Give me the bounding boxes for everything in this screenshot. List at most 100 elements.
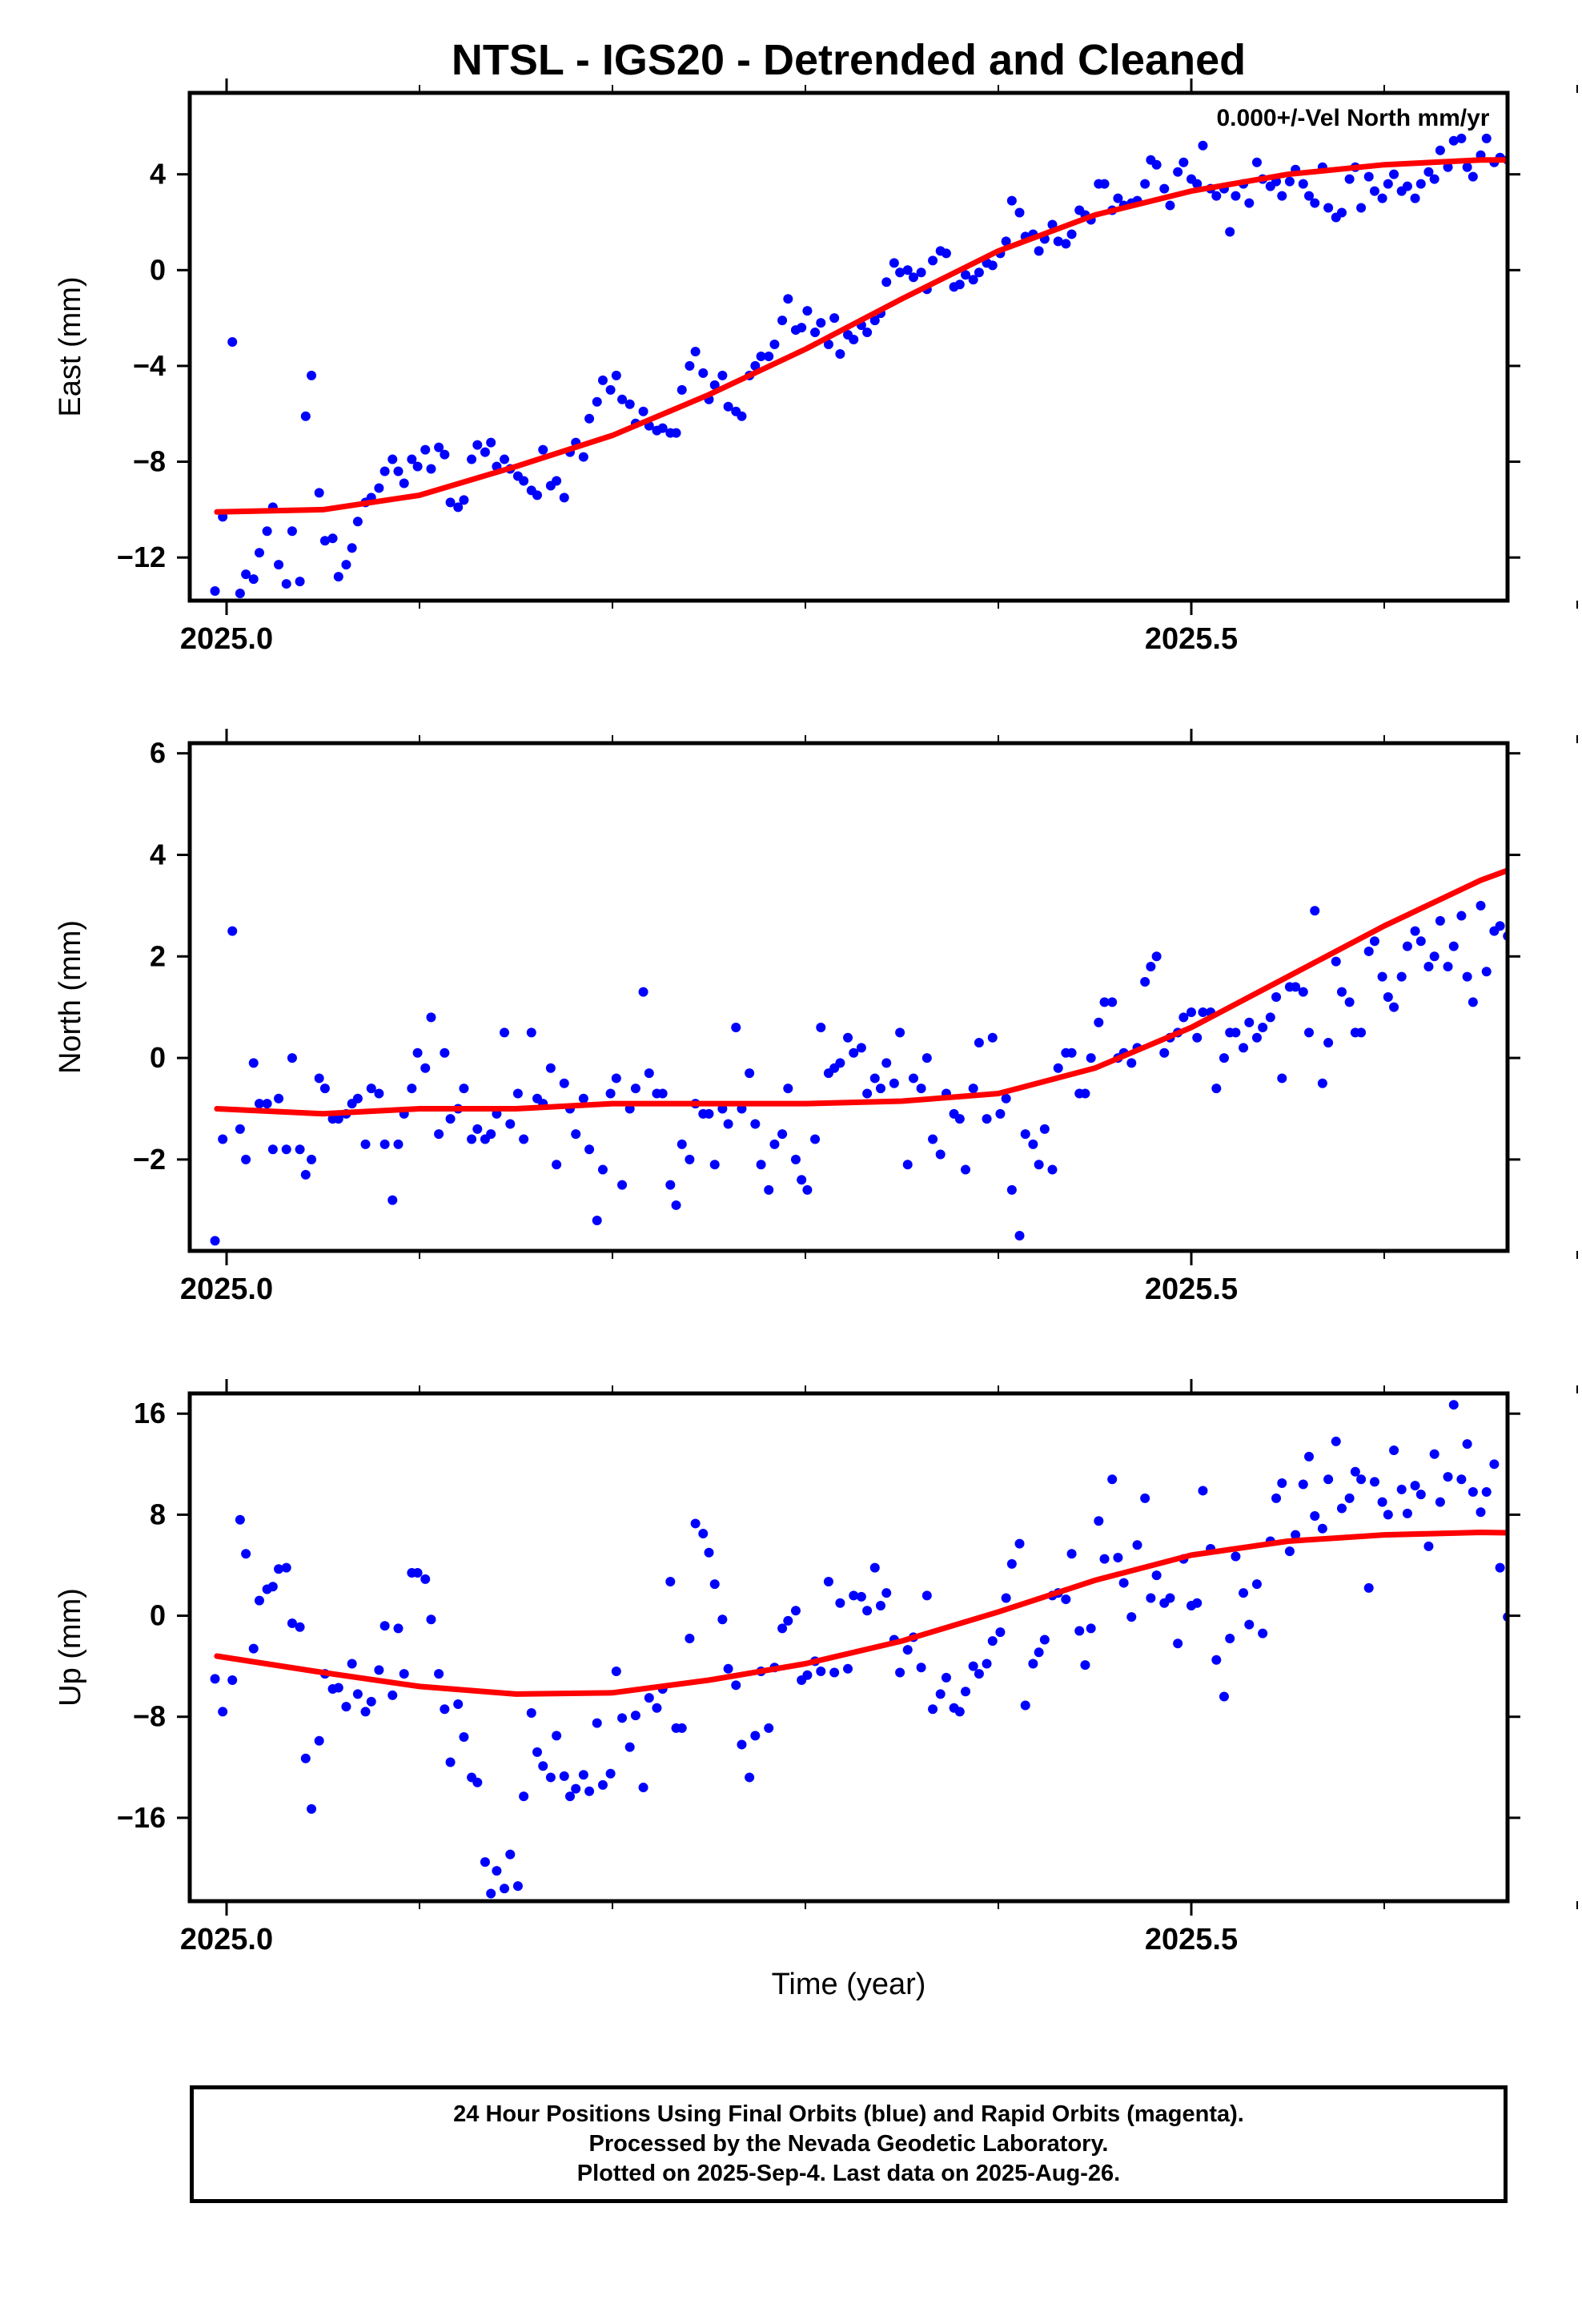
north-final-point — [974, 1038, 984, 1048]
up-final-point — [1239, 1588, 1249, 1598]
north-final-point — [677, 1139, 687, 1149]
up-final-point — [486, 1888, 496, 1899]
east-final-point — [1456, 133, 1467, 143]
up-final-point — [227, 1675, 238, 1686]
up-final-point — [597, 1779, 608, 1790]
north-final-point — [1006, 1184, 1017, 1195]
north-final-point — [1186, 1007, 1196, 1018]
north-final-point — [592, 1215, 602, 1225]
up-final-point — [492, 1866, 502, 1876]
east-final-point — [881, 277, 892, 287]
up-final-point — [426, 1614, 436, 1625]
east-final-point — [750, 360, 761, 371]
up-final-point — [995, 1627, 1006, 1638]
up-final-point — [1448, 1400, 1459, 1410]
up-data — [210, 1400, 1571, 1899]
north-final-point — [440, 1047, 450, 1058]
up-final-point — [352, 1689, 363, 1699]
north-final-point — [307, 1154, 317, 1164]
up-final-point — [1192, 1598, 1203, 1608]
north-final-point — [295, 1144, 305, 1155]
up-final-point — [1402, 1508, 1412, 1518]
east-final-point — [862, 328, 873, 338]
up-final-point — [1066, 1549, 1077, 1559]
up-final-point — [685, 1633, 695, 1643]
up-final-point — [665, 1576, 676, 1586]
up-final-point — [295, 1622, 305, 1632]
up-final-point — [704, 1547, 714, 1558]
up-final-point — [617, 1713, 628, 1723]
east-final-point — [823, 340, 833, 350]
north-final-point — [1146, 961, 1156, 971]
up-final-point — [1094, 1516, 1104, 1526]
east-final-point — [829, 313, 840, 324]
north-final-point — [1231, 1027, 1241, 1038]
up-final-point — [480, 1857, 490, 1868]
east-final-point — [210, 586, 220, 597]
north-final-point — [1211, 1084, 1222, 1094]
up-final-point — [314, 1735, 324, 1746]
north-final-point — [1396, 971, 1407, 982]
north-final-point — [685, 1154, 695, 1164]
up-final-point — [1014, 1538, 1025, 1549]
north-final-point — [1094, 1017, 1104, 1027]
up-final-point — [987, 1636, 998, 1647]
east-final-point — [597, 375, 608, 385]
north-final-point — [908, 1073, 918, 1084]
up-final-point — [638, 1783, 648, 1793]
up-final-point — [968, 1661, 978, 1671]
north-final-point — [1336, 987, 1347, 997]
east-final-point — [1561, 153, 1571, 163]
east-final-point — [1034, 246, 1044, 256]
up-final-point — [512, 1881, 523, 1892]
north-final-point — [218, 1134, 228, 1144]
up-final-point — [1298, 1479, 1308, 1490]
up-final-point — [823, 1576, 833, 1586]
up-y-axis-label: Up (mm) — [54, 1588, 87, 1707]
east-ytick-label: −12 — [117, 541, 166, 573]
east-final-point — [235, 589, 245, 599]
up-final-point — [459, 1731, 469, 1742]
up-final-point — [218, 1707, 228, 1717]
east-final-point — [1462, 162, 1472, 172]
up-final-point — [1410, 1481, 1420, 1491]
east-final-point — [578, 452, 588, 462]
up-final-point — [532, 1747, 543, 1757]
north-final-point — [597, 1164, 608, 1175]
north-ytick-label: 2 — [150, 939, 166, 972]
up-final-point — [341, 1702, 351, 1712]
east-final-point — [1423, 167, 1434, 177]
east-final-point — [486, 437, 496, 448]
up-final-point — [1429, 1449, 1439, 1459]
east-final-point — [352, 517, 363, 527]
east-final-point — [1574, 151, 1582, 160]
north-final-point — [1258, 1023, 1268, 1033]
east-final-point — [1336, 207, 1347, 218]
up-final-point — [307, 1803, 317, 1814]
east-final-point — [1113, 193, 1123, 203]
north-final-point — [1462, 971, 1472, 982]
north-final-point — [467, 1134, 477, 1144]
east-final-point — [961, 270, 971, 280]
north-final-point — [889, 1078, 899, 1088]
east-final-point — [262, 526, 272, 537]
up-final-point — [1561, 1522, 1571, 1532]
north-final-point — [526, 1027, 536, 1038]
east-fit-line — [214, 157, 1508, 515]
east-final-point — [987, 260, 998, 271]
chart-title: NTSL - IGS20 - Detrended and Cleaned — [452, 36, 1246, 84]
up-final-point — [1495, 1562, 1505, 1573]
north-final-point — [559, 1078, 569, 1088]
up-fit-line — [214, 1530, 1508, 1697]
up-final-point — [1284, 1546, 1295, 1557]
caption-line-3: Plotted on 2025-Sep-4. Last data on 2025… — [576, 2161, 1121, 2186]
east-final-point — [723, 401, 733, 412]
up-final-point — [1113, 1553, 1123, 1563]
up-final-point — [783, 1615, 793, 1626]
north-ytick-label: 4 — [150, 838, 166, 870]
north-final-point — [783, 1084, 793, 1094]
up-final-point — [624, 1742, 635, 1752]
east-final-point — [869, 316, 880, 326]
north-ytick-label: 6 — [150, 737, 166, 770]
east-final-point — [1061, 239, 1071, 249]
